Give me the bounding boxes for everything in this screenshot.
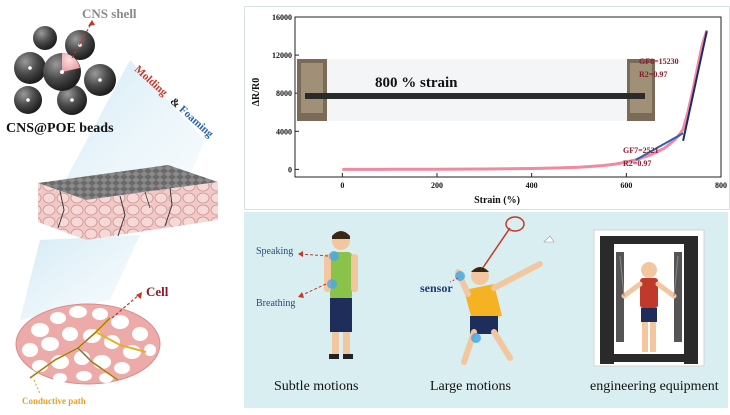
speaking-label: Speaking — [256, 246, 293, 257]
strain-response-chart-panel: 0 200 400 600 800 0 4000 8000 12000 16000 800 % s… — [244, 6, 730, 210]
y-tick-label: 4000 — [276, 127, 292, 136]
series-curve — [342, 29, 709, 171]
speaking-sensor-dot — [329, 251, 339, 261]
x-tick-label: 200 — [431, 181, 443, 190]
applications-svg: Speaking Breathing Subtle motions sensor… — [256, 216, 719, 394]
conductive-path-pointer — [33, 379, 41, 395]
cns-shell-pointer — [71, 21, 93, 59]
fit-line-gf8 — [682, 31, 708, 142]
plot-frame — [294, 16, 722, 178]
fit-gf8-r2: R2=0.97 — [639, 70, 667, 79]
stretched-sample-strip — [305, 93, 645, 99]
cns-shell-cutaway — [62, 53, 80, 72]
cell-cross-section — [15, 303, 161, 385]
engineering-equipment-caption: engineering equipment — [590, 379, 719, 394]
subtle-motions-caption: Subtle motions — [274, 379, 358, 394]
x-tick-label: 400 — [526, 181, 538, 190]
y-tick-label: 12000 — [272, 51, 292, 60]
cell-pointer — [111, 293, 141, 319]
strain-inset-photo — [297, 59, 655, 121]
gym-equipment-illustration — [593, 229, 705, 367]
conductive-path-label: Conductive path — [22, 396, 86, 406]
cell-label: Cell — [146, 284, 169, 299]
y-tick-label: 16000 — [272, 13, 292, 22]
left-schematic-panel: CNS shell CNS@POE beads Molding & Foamin… — [0, 0, 240, 410]
breathing-label: Breathing — [256, 298, 295, 309]
fit-line-gf7 — [635, 132, 684, 161]
y-axis-label: ΔR/R0 — [251, 78, 262, 107]
process-beam-lower — [20, 235, 140, 320]
cns-poe-beads-cluster — [14, 26, 116, 115]
fit-gf8-label: GF8=15230 — [639, 57, 679, 66]
inset-strain-label: 800 % strain — [375, 75, 458, 91]
badminton-player-illustration — [455, 216, 555, 365]
sensor-label: sensor — [420, 281, 453, 295]
breathing-sensor-dot — [327, 279, 337, 289]
x-tick-label: 0 — [340, 181, 344, 190]
fit-gf7-label: GF7=2521 — [623, 146, 659, 155]
left-schematic-svg: CNS shell CNS@POE beads Molding & Foamin… — [6, 6, 218, 406]
cns-shell-label: CNS shell — [82, 6, 137, 21]
applications-panel: Speaking Breathing Subtle motions sensor… — [244, 212, 728, 408]
knee-sensor-dot — [471, 333, 481, 343]
x-tick-label: 600 — [620, 181, 632, 190]
y-tick-label: 0 — [288, 165, 292, 174]
standing-person-illustration — [324, 231, 358, 359]
cns-poe-beads-label: CNS@POE beads — [6, 121, 114, 136]
large-motions-caption: Large motions — [430, 379, 511, 394]
x-axis-label: Strain (%) — [474, 195, 520, 206]
foam-block — [38, 165, 218, 240]
y-tick-label: 8000 — [276, 89, 292, 98]
arm-sensor-dot — [455, 271, 465, 281]
fit-gf7-r2: R2=0.97 — [623, 159, 651, 168]
x-tick-label: 800 — [715, 181, 727, 190]
